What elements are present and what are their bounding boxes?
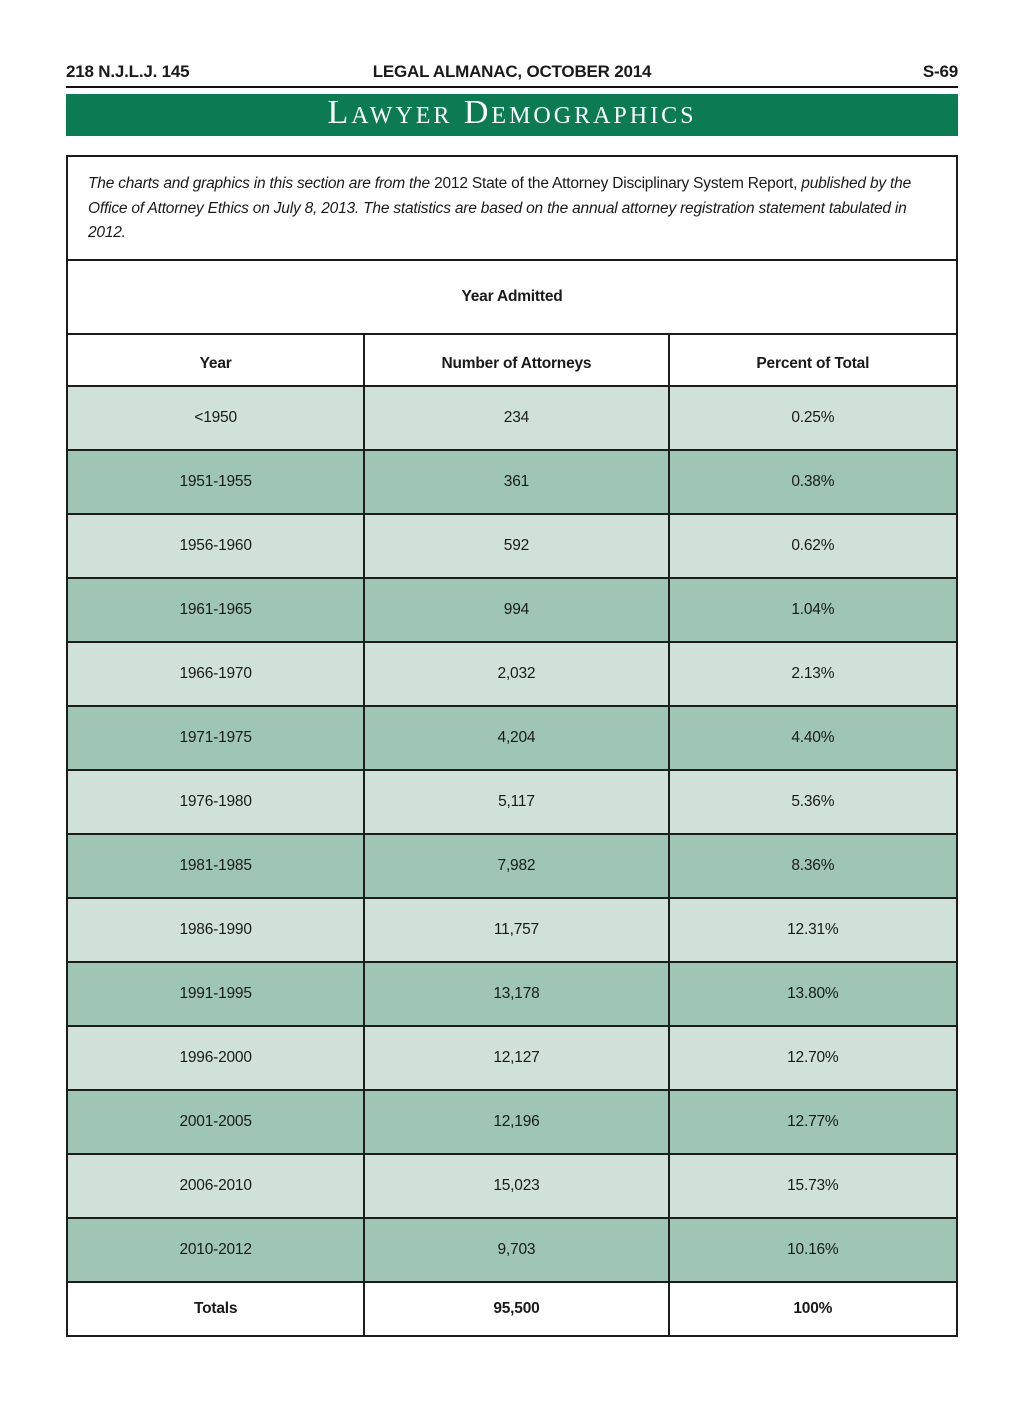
count-cell: 7,982 [363,832,670,899]
count-cell: 4,204 [363,704,670,771]
table-row: 1981-1985 7,982 8.36% [65,832,959,899]
table-row: 1961-1965 994 1.04% [65,576,959,643]
count-cell: 234 [363,384,670,451]
header-rule [66,86,958,88]
count-cell: 11,757 [363,896,670,963]
year-cell: 1971-1975 [65,704,366,771]
year-cell: 1996-2000 [65,1024,366,1091]
percent-cell: 12.70% [667,1024,959,1091]
percent-cell: 15.73% [667,1152,959,1219]
count-cell: 15,023 [363,1152,670,1219]
count-cell: 9,703 [363,1216,670,1283]
intro-segment: 2012 State of the Attorney Disciplinary … [434,175,798,192]
year-cell: 1951-1955 [65,448,366,515]
year-cell: 1976-1980 [65,768,366,835]
year-cell: <1950 [65,384,366,451]
column-header-count: Number of Attorneys [363,332,670,387]
year-admitted-table: The charts and graphics in this section … [65,155,959,1337]
year-cell: 1961-1965 [65,576,366,643]
intro-paragraph: The charts and graphics in this section … [66,155,958,261]
totals-count: 95,500 [363,1280,670,1337]
table-row: 1966-1970 2,032 2.13% [65,640,959,707]
percent-cell: 0.25% [667,384,959,451]
count-cell: 13,178 [363,960,670,1027]
year-cell: 1991-1995 [65,960,366,1027]
percent-cell: 0.62% [667,512,959,579]
percent-cell: 0.38% [667,448,959,515]
table-row: 2010-2012 9,703 10.16% [65,1216,959,1283]
year-cell: 2006-2010 [65,1152,366,1219]
intro-segment: The charts and graphics in this section … [88,175,435,192]
year-cell: 1956-1960 [65,512,366,579]
table-row: 1991-1995 13,178 13.80% [65,960,959,1027]
intro-row: The charts and graphics in this section … [66,155,958,261]
count-cell: 994 [363,576,670,643]
totals-row: Totals 95,500 100% [65,1280,959,1337]
section-banner: Lawyer Demographics [66,94,958,136]
totals-label: Totals [65,1280,366,1337]
percent-cell: 12.31% [667,896,959,963]
percent-cell: 5.36% [667,768,959,835]
percent-cell: 13.80% [667,960,959,1027]
year-cell: 1986-1990 [65,896,366,963]
percent-cell: 2.13% [667,640,959,707]
year-cell: 2010-2012 [65,1216,366,1283]
percent-cell: 12.77% [667,1088,959,1155]
table-row: 1986-1990 11,757 12.31% [65,896,959,963]
column-header-percent: Percent of Total [667,332,959,387]
section-title: Lawyer Demographics [327,94,697,131]
count-cell: 592 [363,512,670,579]
citation-left: 218 N.J.L.J. 145 [66,62,190,81]
column-header-year: Year [65,332,366,387]
percent-cell: 1.04% [667,576,959,643]
running-header: 218 N.J.L.J. 145 LEGAL ALMANAC, OCTOBER … [66,62,958,82]
page-number: S-69 [922,62,958,81]
count-cell: 12,196 [363,1088,670,1155]
table-row: 2001-2005 12,196 12.77% [65,1088,959,1155]
table-row: 1956-1960 592 0.62% [65,512,959,579]
publication-title: LEGAL ALMANAC, OCTOBER 2014 [372,62,652,81]
percent-cell: 4.40% [667,704,959,771]
percent-cell: 10.16% [667,1216,959,1283]
table-row: 1976-1980 5,117 5.36% [65,768,959,835]
count-cell: 361 [363,448,670,515]
table-row: 1971-1975 4,204 4.40% [65,704,959,771]
table-row: <1950 234 0.25% [65,384,959,451]
year-cell: 1981-1985 [65,832,366,899]
table-row: 1951-1955 361 0.38% [65,448,959,515]
year-cell: 2001-2005 [65,1088,366,1155]
table-title: Year Admitted [66,258,958,335]
year-cell: 1966-1970 [65,640,366,707]
totals-percent: 100% [667,1280,959,1337]
count-cell: 5,117 [363,768,670,835]
table-title-row: Year Admitted [66,258,958,335]
intro-segment: published by the Office of Attorney Ethi… [88,175,911,241]
table-row: 1996-2000 12,127 12.70% [65,1024,959,1091]
table-row: 2006-2010 15,023 15.73% [65,1152,959,1219]
column-header-row: Year Number of Attorneys Percent of Tota… [65,332,959,387]
count-cell: 2,032 [363,640,670,707]
count-cell: 12,127 [363,1024,670,1091]
percent-cell: 8.36% [667,832,959,899]
